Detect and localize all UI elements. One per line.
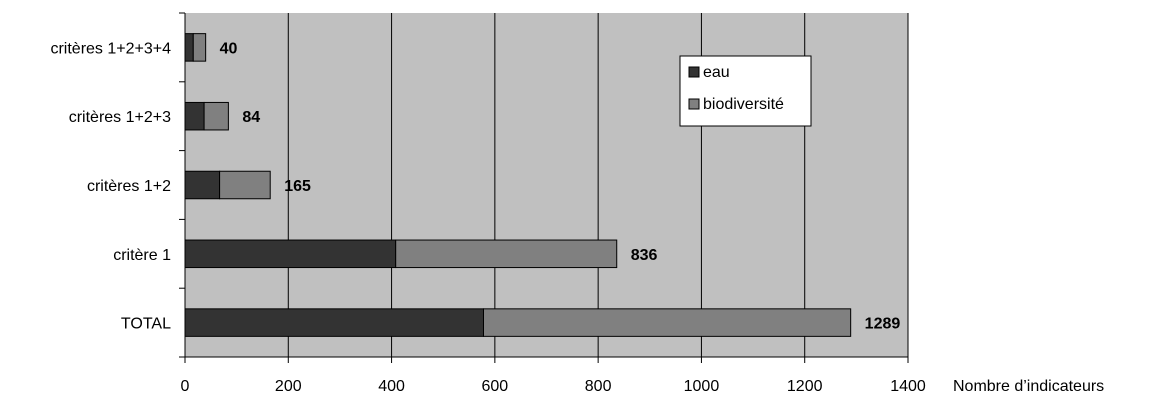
category-label-3: critères 1+2+3 <box>69 109 171 126</box>
bar-eau-1 <box>184 239 397 269</box>
x-tick-label-5: 1000 <box>684 378 720 395</box>
total-label-4: 40 <box>220 40 238 57</box>
bar-eau-0 <box>184 308 484 337</box>
bar-biodiversite-0 <box>482 308 852 337</box>
x-tick-label-6: 1200 <box>787 378 823 395</box>
legend-swatch-1 <box>688 98 700 110</box>
x-axis-title: Nombre d’indicateurs <box>953 378 1104 395</box>
x-tick-label-4: 800 <box>585 378 612 395</box>
bar-biodiversite-1 <box>395 239 618 269</box>
x-tick-label-2: 400 <box>378 378 405 395</box>
x-axis: 0 200 400 600 800 1000 1200 1400 <box>181 356 926 395</box>
legend-swatch-0 <box>688 66 700 78</box>
category-label-0: TOTAL <box>121 316 171 333</box>
bar-biodiversite-3 <box>203 101 229 131</box>
bar-eau-2 <box>184 170 221 200</box>
bar-biodiversite-2 <box>219 170 271 200</box>
total-label-0: 1289 <box>865 316 901 333</box>
legend-label-1: biodiversité <box>703 96 784 113</box>
category-label-4: critères 1+2+3+4 <box>50 40 171 57</box>
bars: 1289 836 165 84 40 <box>184 33 901 337</box>
bar-eau-3 <box>184 101 205 131</box>
gridlines <box>287 13 909 357</box>
legend: eau biodiversité <box>679 55 812 127</box>
total-label-3: 84 <box>242 109 260 126</box>
x-tick-label-0: 0 <box>181 378 190 395</box>
x-tick-label-1: 200 <box>275 378 302 395</box>
x-tick-label-3: 600 <box>482 378 509 395</box>
category-label-2: critères 1+2 <box>87 178 171 195</box>
legend-box <box>679 55 812 127</box>
total-label-2: 165 <box>284 178 311 195</box>
y-axis: TOTAL critère 1 critères 1+2 critères 1+2+3… <box>50 12 186 358</box>
bar-eau-4 <box>184 33 194 62</box>
bar-biodiversite-4 <box>192 33 207 62</box>
total-label-1: 836 <box>631 247 658 264</box>
legend-label-0: eau <box>703 64 730 81</box>
x-tick-label-7: 1400 <box>890 378 926 395</box>
category-label-1: critère 1 <box>113 247 171 264</box>
